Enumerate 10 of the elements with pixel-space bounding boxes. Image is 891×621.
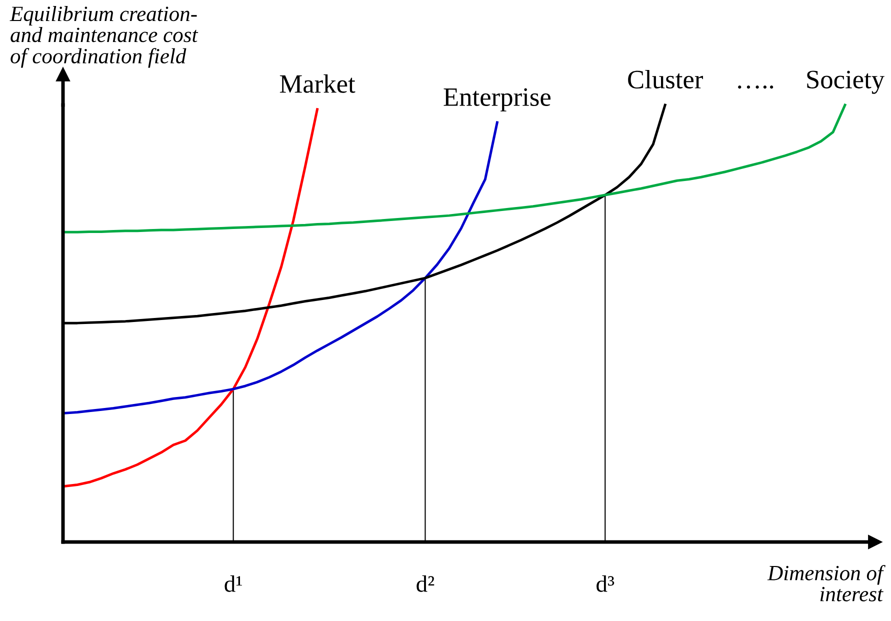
x-axis-title: Dimension of interest (767, 565, 886, 602)
x-tick-label: d³ (596, 575, 614, 592)
x-tick-label: d² (416, 575, 434, 592)
y-axis-title: Equilibrium creation- and maintenance cost of coordination field (10, 6, 198, 68)
text: ….. (738, 86, 774, 89)
x-tick-label: d¹ (224, 575, 242, 592)
series-label: Cluster (628, 70, 703, 89)
series-label: Market (280, 74, 356, 93)
series-label: Enterprise (444, 88, 550, 112)
series-label: Society (807, 70, 884, 94)
